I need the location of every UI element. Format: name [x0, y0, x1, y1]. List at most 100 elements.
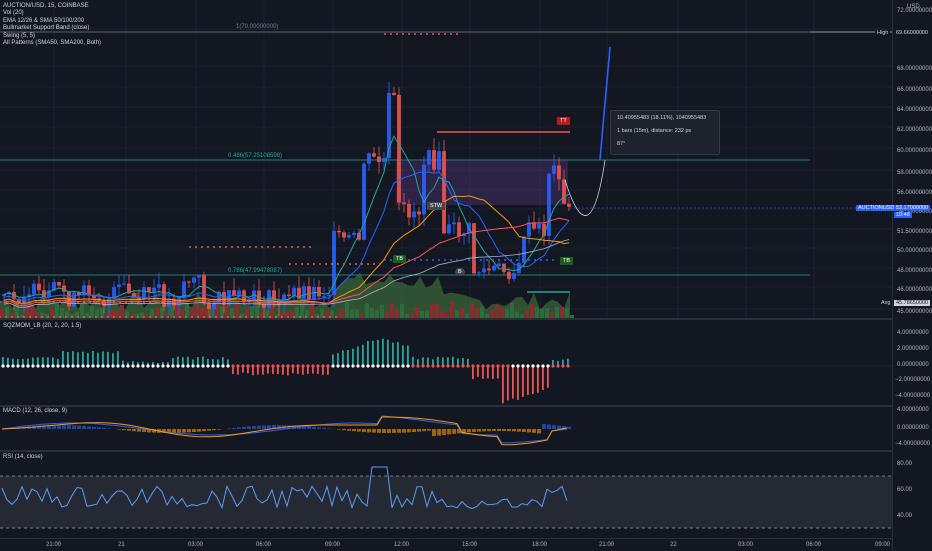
- swing-dot: [113, 301, 115, 303]
- swing-dot: [438, 259, 440, 261]
- volume-bar: [415, 307, 419, 318]
- swing-dot: [71, 301, 73, 303]
- candle-body: [157, 284, 161, 287]
- volume-bar: [480, 306, 484, 318]
- macd-histogram-bar: [437, 429, 441, 436]
- macd-histogram-bar: [422, 429, 426, 431]
- squeeze-dot: [11, 364, 14, 367]
- macd-title[interactable]: MACD (12, 26, close, 9): [3, 408, 67, 415]
- swing-dot: [59, 301, 61, 303]
- macd-histogram-bar: [57, 425, 61, 429]
- macd-histogram-bar: [482, 429, 486, 431]
- macd-histogram-bar: [317, 427, 321, 429]
- momentum-bar: [367, 341, 369, 366]
- current-price-tag: 53.17000000: [894, 205, 930, 211]
- squeeze-dot: [216, 364, 219, 367]
- candle-body: [407, 204, 411, 218]
- rsi-pane[interactable]: RSI (14, close): [0, 452, 892, 538]
- squeeze-dot: [256, 364, 259, 367]
- momentum-bar: [357, 347, 359, 366]
- sqzmom-pane[interactable]: SQZMOM_LB (20, 2, 20, 1.5): [0, 320, 892, 405]
- sqzmom-title[interactable]: SQZMOM_LB (20, 2, 20, 1.5): [3, 323, 81, 330]
- volume-bar: [350, 309, 354, 318]
- squeeze-dot: [141, 364, 144, 367]
- macd-histogram-bar: [102, 428, 106, 429]
- main-chart-pane[interactable]: AUCTION/USD, 15, COINBASE Vol (20) EMA 1…: [0, 0, 892, 318]
- squeeze-dot: [121, 364, 124, 367]
- chart-legend: AUCTION/USD, 15, COINBASE Vol (20) EMA 1…: [3, 3, 101, 47]
- squeeze-dot: [71, 364, 74, 367]
- indicator-ema[interactable]: EMA 12/26 & SMA 50/100/200: [3, 18, 101, 25]
- swing-dot: [504, 259, 506, 261]
- swing-dot: [131, 301, 133, 303]
- macd-axis-label: 4.00000000: [897, 407, 929, 413]
- price-axis-label: 51.50000000: [897, 229, 932, 235]
- badge-stw[interactable]: STW: [427, 202, 445, 210]
- macd-histogram-bar: [387, 429, 391, 433]
- macd-pane[interactable]: MACD (12, 26, close, 9): [0, 407, 892, 450]
- price-chart[interactable]: [0, 0, 892, 318]
- swing-dot: [149, 301, 151, 303]
- price-axis-label: 46.00000000: [897, 287, 932, 293]
- indicator-patterns[interactable]: All Patterns (SMA50, SMA200, Both): [3, 40, 101, 47]
- candle-body: [447, 224, 451, 233]
- indicator-bull[interactable]: Bullmarket Support Band (close): [3, 25, 101, 32]
- candle-body: [2, 294, 6, 296]
- candle-body: [537, 224, 541, 229]
- candle-body: [392, 93, 396, 95]
- squeeze-dot: [126, 364, 129, 367]
- candle-body: [412, 212, 416, 218]
- squeeze-dot: [556, 364, 559, 367]
- swing-dot: [337, 263, 339, 265]
- candle-body: [337, 231, 341, 232]
- swing-dot: [47, 301, 49, 303]
- badge-tt[interactable]: TT: [557, 117, 570, 125]
- squeeze-dot: [561, 364, 564, 367]
- volume-bar: [340, 309, 344, 318]
- projection-curve: [565, 160, 605, 216]
- volume-bar: [80, 304, 84, 318]
- rsi-title[interactable]: RSI (14, close): [3, 454, 43, 461]
- swing-dot: [267, 246, 269, 248]
- swing-dot: [402, 33, 404, 35]
- macd-histogram-bar: [87, 426, 91, 429]
- badge-tb2[interactable]: TB: [393, 255, 406, 263]
- squeeze-dot: [101, 364, 104, 367]
- swing-dot: [5, 301, 7, 303]
- swing-dot: [255, 246, 257, 248]
- squeeze-dot: [431, 364, 434, 367]
- squeeze-dot: [536, 364, 539, 367]
- squeeze-dot: [1, 364, 4, 367]
- macd-histogram-bar: [117, 429, 121, 430]
- time-axis-label: 21:00: [599, 542, 614, 548]
- volume-bar: [560, 307, 564, 318]
- swing-dot: [373, 263, 375, 265]
- badge-tb[interactable]: TB: [560, 257, 573, 265]
- candle-body: [512, 273, 516, 279]
- squeeze-dot: [356, 364, 359, 367]
- squeeze-dot: [91, 364, 94, 367]
- macd-histogram-bar: [312, 427, 316, 429]
- momentum-bar: [112, 353, 114, 366]
- macd-histogram-bar: [552, 425, 556, 429]
- fib-top-label: 1(70.00000000): [236, 24, 278, 30]
- badge-b[interactable]: B: [455, 268, 465, 276]
- swing-dot: [384, 259, 386, 261]
- squeeze-dot: [296, 364, 299, 367]
- price-axis-label: 72.00000000: [897, 8, 932, 14]
- indicator-vol[interactable]: Vol (20): [3, 10, 101, 17]
- swing-dot: [11, 301, 13, 303]
- time-axis-label: 12:00: [394, 542, 409, 548]
- candle-body: [452, 222, 456, 224]
- swing-dot: [468, 259, 470, 261]
- candle-body: [432, 150, 436, 169]
- volume-bar: [475, 308, 479, 318]
- candle-body: [32, 284, 36, 295]
- swing-dot: [179, 301, 181, 303]
- symbol-label[interactable]: AUCTION/USD, 15, COINBASE: [3, 3, 101, 10]
- measure-bars: 1 bars (15m), distance: 232 px: [617, 128, 691, 134]
- indicator-swing[interactable]: Swing (5, 5): [3, 33, 101, 40]
- candle-body: [427, 150, 431, 164]
